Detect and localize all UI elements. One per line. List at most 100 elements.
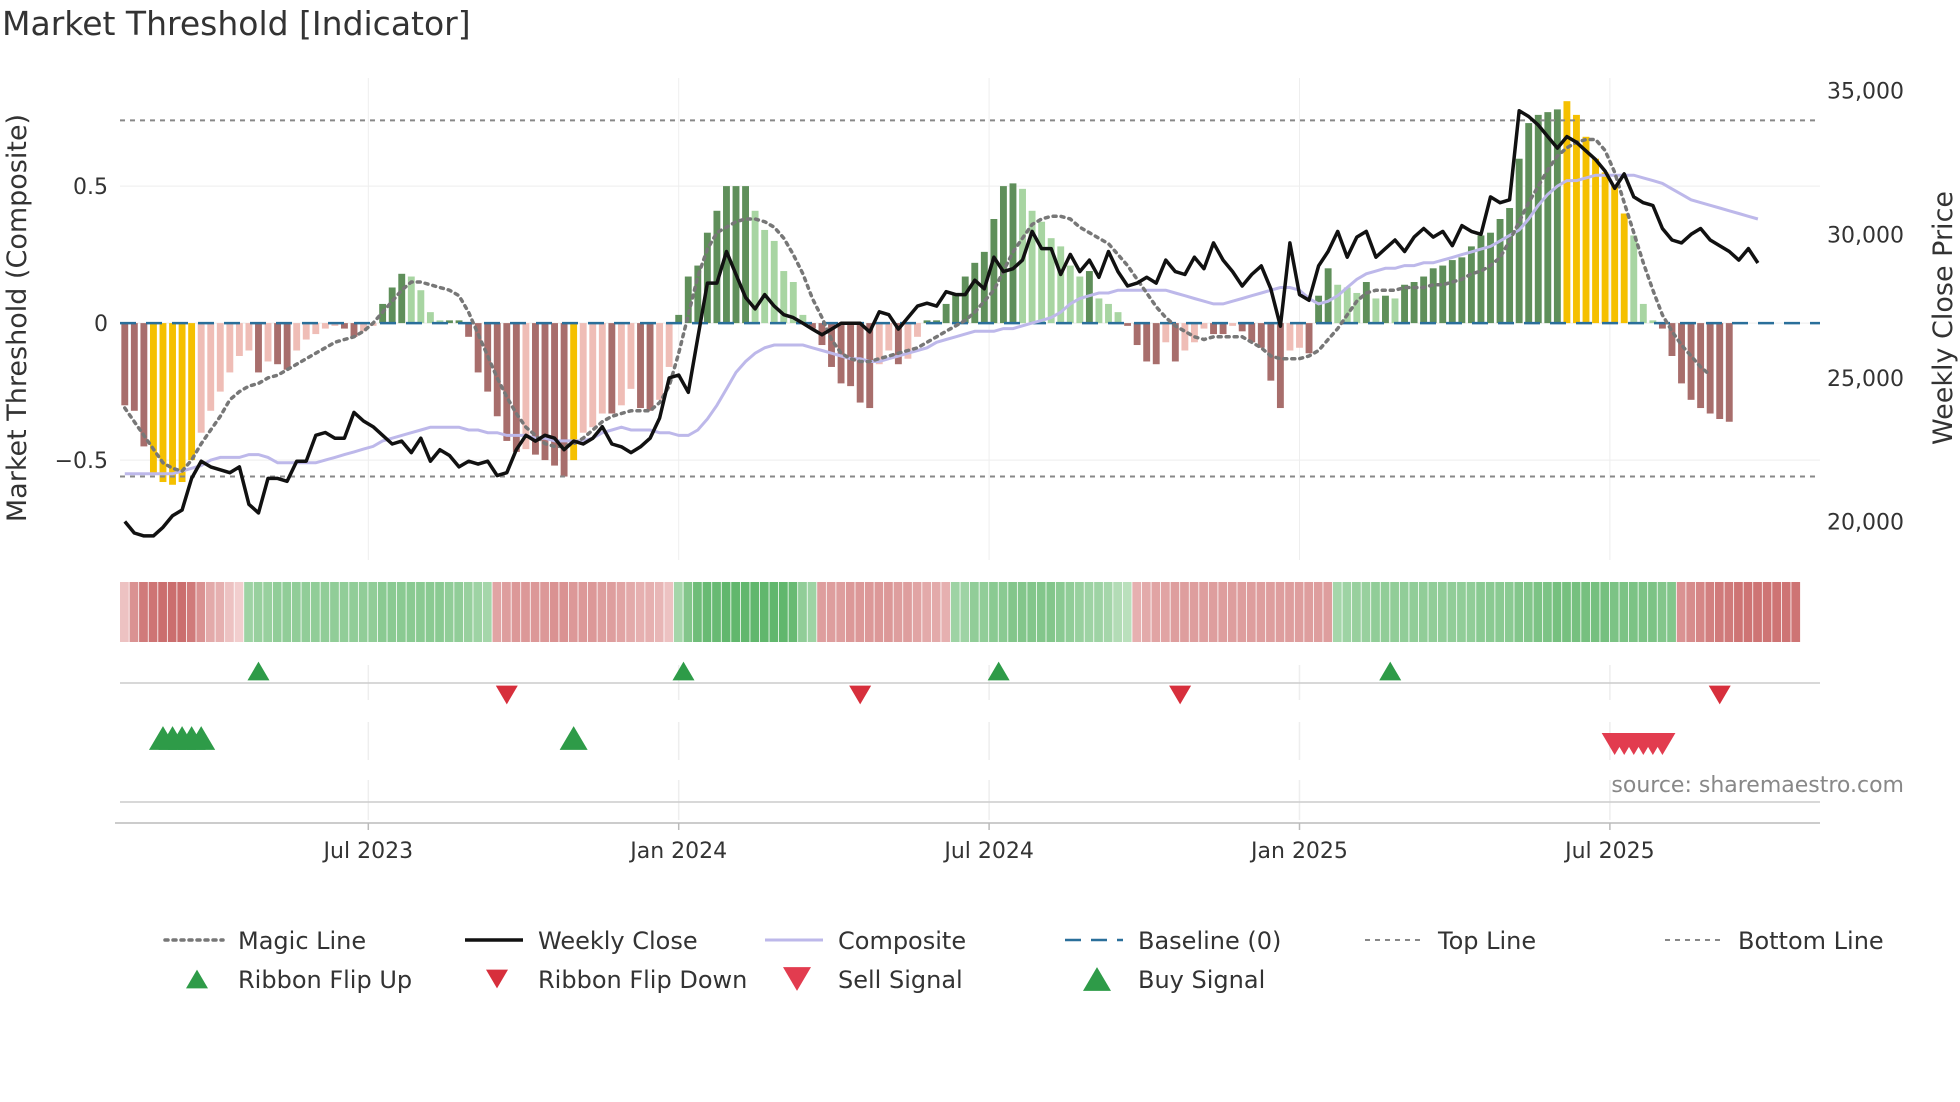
histogram-bar bbox=[446, 320, 453, 324]
histogram-bar bbox=[1506, 208, 1514, 324]
histogram-bar bbox=[1124, 323, 1132, 326]
histogram-bar bbox=[952, 292, 960, 324]
ribbon-cell bbox=[1027, 582, 1037, 642]
ribbon-cell bbox=[931, 582, 941, 642]
ribbon-cell bbox=[1724, 582, 1734, 642]
ribbon-cell bbox=[1695, 582, 1705, 642]
ribbon-cell bbox=[416, 582, 425, 642]
histogram-bar bbox=[1305, 323, 1313, 354]
ribbon-cell bbox=[874, 582, 884, 642]
histogram-bar bbox=[1429, 268, 1437, 324]
legend-item-composite: Composite bbox=[765, 927, 966, 955]
histogram-bar bbox=[1229, 323, 1237, 326]
ribbon-cell bbox=[1514, 582, 1524, 642]
legend-swatch-sell bbox=[783, 967, 811, 991]
histogram-bar bbox=[904, 323, 912, 359]
ribbon-cell bbox=[1352, 582, 1361, 642]
ribbon-cell bbox=[578, 582, 588, 642]
histogram-bar bbox=[283, 323, 291, 370]
histogram-bar bbox=[732, 186, 740, 324]
histogram-bar bbox=[512, 323, 520, 452]
ribbon-cell bbox=[635, 582, 645, 642]
histogram-bar bbox=[789, 282, 797, 324]
ribbon-cell bbox=[1714, 582, 1724, 642]
ribbon-cell bbox=[291, 582, 301, 642]
ribbon-cell bbox=[129, 582, 139, 642]
sell-signal-marker bbox=[1649, 732, 1676, 756]
ribbon-cell bbox=[358, 582, 368, 642]
histogram-bar bbox=[407, 276, 415, 324]
ribbon-cell bbox=[454, 582, 464, 642]
histogram-bar bbox=[961, 276, 969, 324]
histogram-bar bbox=[1534, 114, 1542, 324]
histogram-bar bbox=[1191, 323, 1198, 343]
ribbon-cell bbox=[1246, 582, 1256, 642]
x-tick-label: Jan 2024 bbox=[628, 839, 727, 864]
ribbon-cell bbox=[282, 582, 292, 642]
legend-swatch-flip-up bbox=[186, 969, 208, 989]
histogram-bar bbox=[770, 240, 778, 324]
ribbon-flip-up-marker bbox=[1379, 661, 1402, 681]
legend-item-top: Top Line bbox=[1365, 927, 1536, 955]
ribbon-cell bbox=[1600, 582, 1610, 642]
ribbon-cell bbox=[693, 582, 702, 642]
ribbon-flip-up-marker bbox=[987, 661, 1010, 681]
ribbon-cell bbox=[1122, 582, 1132, 642]
ribbon-cell bbox=[1313, 582, 1323, 642]
ribbon-cell bbox=[702, 582, 712, 642]
histogram-bar bbox=[226, 323, 234, 373]
ribbon-cell bbox=[750, 582, 760, 642]
ribbon-cell bbox=[673, 582, 683, 642]
histogram-bar bbox=[1439, 265, 1447, 324]
ribbon-cell bbox=[482, 582, 492, 642]
histogram-bar bbox=[665, 323, 673, 367]
ribbon-cell bbox=[1332, 582, 1342, 642]
histogram-bar bbox=[1334, 284, 1342, 324]
ribbon-cell bbox=[502, 582, 511, 642]
histogram-bar bbox=[197, 323, 205, 433]
histogram-bar bbox=[885, 323, 893, 351]
ribbon-cell bbox=[1552, 582, 1562, 642]
histogram-bar bbox=[675, 314, 683, 324]
ribbon-cell bbox=[903, 582, 912, 642]
ribbon-cell bbox=[120, 582, 129, 642]
ribbon-cell bbox=[444, 582, 454, 642]
histogram-bar bbox=[1716, 323, 1724, 420]
ribbon-cell bbox=[253, 582, 263, 642]
ribbon-cell bbox=[1399, 582, 1409, 642]
legend-label: Ribbon Flip Down bbox=[538, 966, 747, 994]
histogram-bar bbox=[321, 323, 329, 329]
right-tick-label: 25,000 bbox=[1827, 367, 1904, 392]
legend-item-buy: Buy Signal bbox=[1083, 966, 1265, 994]
ribbon-cell bbox=[1657, 582, 1667, 642]
histogram-bar bbox=[1095, 298, 1103, 324]
histogram-bar bbox=[1553, 109, 1561, 324]
ribbon-cell bbox=[922, 582, 931, 642]
histogram-bar bbox=[570, 323, 578, 461]
histogram-bar bbox=[465, 323, 473, 337]
buy-signal-marker bbox=[187, 726, 216, 750]
ribbon-cell bbox=[645, 582, 655, 642]
histogram-bar bbox=[140, 323, 148, 447]
ribbon-cell bbox=[301, 582, 311, 642]
legend-label: Composite bbox=[838, 927, 966, 955]
ribbon-cell bbox=[1648, 582, 1657, 642]
histogram-bar bbox=[178, 323, 186, 483]
histogram-bar bbox=[1028, 210, 1036, 324]
ribbon-cell bbox=[712, 582, 721, 642]
histogram-bar bbox=[235, 323, 243, 356]
ribbon-cell bbox=[740, 582, 750, 642]
ribbon-cell bbox=[1619, 582, 1629, 642]
histogram-bar bbox=[1601, 172, 1609, 324]
ribbon-cell bbox=[1304, 582, 1314, 642]
histogram-bar bbox=[646, 323, 654, 411]
axes: 0.5 0 −0.5 35,000 30,000 25,000 20,000 Market T… bbox=[2, 80, 1959, 536]
ribbon-cell bbox=[1285, 582, 1294, 642]
histogram-bar bbox=[1410, 282, 1418, 324]
series-lines bbox=[123, 108, 1760, 538]
ribbon-cell bbox=[1686, 582, 1696, 642]
ribbon-cell bbox=[473, 582, 483, 642]
histogram-bar bbox=[1620, 213, 1628, 324]
histogram-bars bbox=[121, 101, 1733, 485]
